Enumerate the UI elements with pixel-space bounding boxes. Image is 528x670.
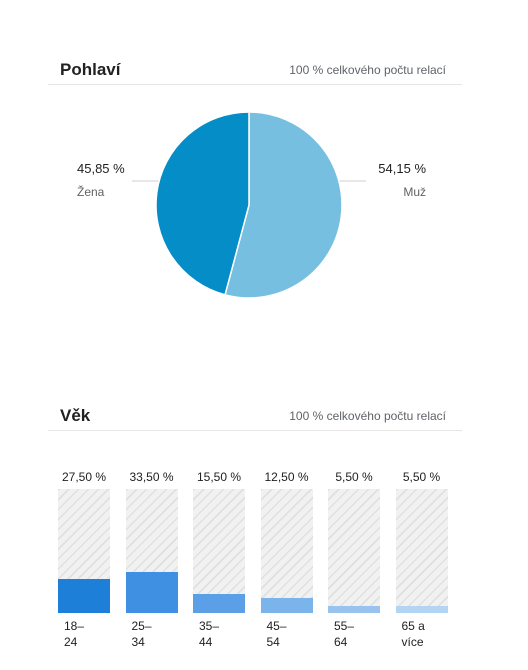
bar-track — [260, 489, 313, 613]
bar-track — [395, 489, 448, 613]
bar-category-line: 35– — [199, 619, 220, 633]
bar-value-label: 12,50 % — [264, 470, 309, 484]
bar-fill — [328, 606, 380, 613]
age-bar-group[interactable]: 5,50 % 55– 64 — [328, 466, 380, 656]
bar-category-label: 45– 54 — [267, 618, 287, 650]
age-bar-group[interactable]: 27,50 % 18– 24 — [58, 466, 110, 656]
bar-category-line: 34 — [131, 635, 145, 649]
gender-subtitle: 100 % celkového počtu relací — [289, 63, 446, 77]
bar-category-line: 18– — [64, 619, 85, 633]
pie-label-zena-value: 45,85 % — [77, 161, 125, 176]
age-title: Věk — [60, 406, 91, 425]
bar-value-label: 27,50 % — [61, 470, 107, 484]
bar-fill — [395, 606, 448, 613]
bar-fill — [260, 597, 313, 613]
age-subtitle: 100 % celkového počtu relací — [289, 409, 446, 423]
bar-category-label: 25– 34 — [132, 618, 152, 650]
age-bar-group[interactable]: 33,50 % 25– 34 — [125, 466, 178, 656]
age-section-header: Věk 100 % celkového počtu relací — [48, 406, 462, 431]
pie-slice-muz[interactable] — [224, 111, 343, 299]
bar-category-line: 54 — [266, 635, 280, 649]
bar-track — [328, 489, 380, 613]
bar-category-line: více — [401, 635, 424, 649]
bar-category-label: 55– 64 — [334, 618, 354, 650]
pie-label-muz-name: Muž — [403, 185, 426, 199]
age-bar-chart: 27,50 % 18– 24 33,50 % 25– 34 15,50 % 35– 44 12,5… — [58, 466, 450, 656]
pie-label-muz-value: 54,15 % — [378, 161, 426, 176]
bar-track — [125, 489, 178, 613]
bar-category-line: 55– — [334, 619, 355, 633]
bar-value-label: 5,50 % — [335, 470, 373, 484]
bar-value-label: 15,50 % — [196, 470, 242, 484]
age-bar-group[interactable]: 15,50 % 35– 44 — [193, 466, 245, 656]
bar-category-line: 64 — [334, 635, 348, 649]
bar-track — [58, 489, 110, 613]
bar-fill — [58, 579, 110, 613]
bar-category-line: 45– — [266, 619, 287, 633]
bar-category-label: 35– 44 — [199, 618, 219, 650]
bar-value-label: 5,50 % — [402, 470, 441, 484]
pie-label-zena-name: Žena — [77, 185, 105, 199]
gender-title: Pohlaví — [60, 60, 121, 79]
bar-category-line: 24 — [64, 635, 78, 649]
bar-category-line: 44 — [199, 635, 213, 649]
bar-value-label: 33,50 % — [129, 470, 174, 484]
bar-fill — [193, 594, 245, 613]
bar-category-label: 18– 24 — [64, 618, 84, 650]
bar-category-label: 65 a více — [402, 618, 425, 650]
bar-category-line: 25– — [131, 619, 152, 633]
gender-pie-chart — [132, 111, 366, 299]
bar-category-line: 65 a — [401, 619, 425, 633]
age-bar-group[interactable]: 5,50 % 65 a více — [395, 466, 448, 656]
age-bar-group[interactable]: 12,50 % 45– 54 — [260, 466, 313, 656]
bar-track — [193, 489, 245, 613]
bar-fill — [125, 572, 178, 613]
gender-section-header: Pohlaví 100 % celkového počtu relací — [48, 60, 462, 85]
pie-slice-zena[interactable] — [155, 111, 250, 296]
